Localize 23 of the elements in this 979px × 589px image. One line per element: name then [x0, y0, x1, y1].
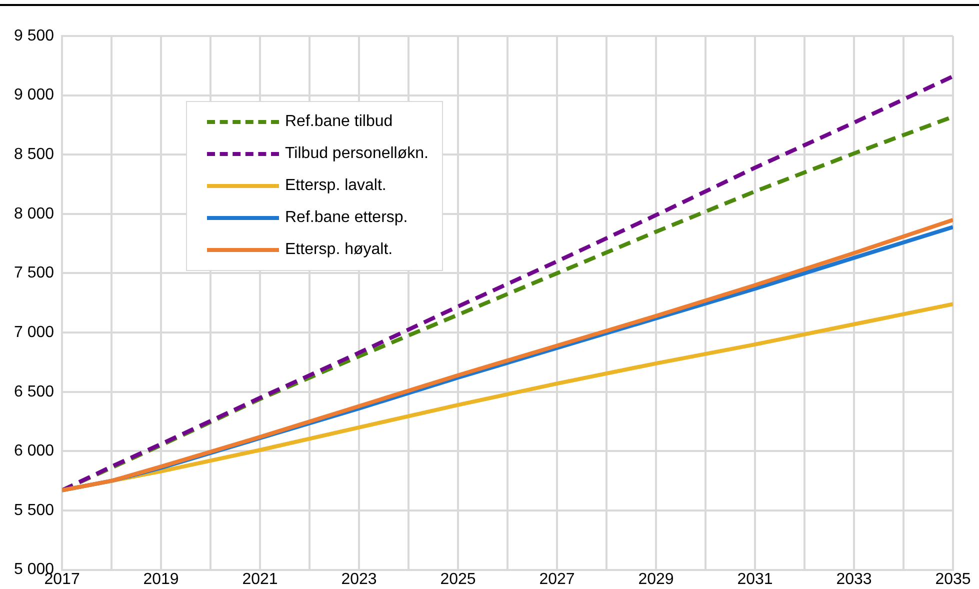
x-tick-label: 2023 — [341, 570, 377, 588]
y-tick-label: 9 000 — [14, 86, 54, 104]
x-tick-label: 2019 — [143, 570, 179, 588]
y-tick-label: 7 500 — [14, 264, 54, 282]
y-tick-label: 6 000 — [14, 442, 54, 460]
legend-label: Ettersp. høyalt. — [285, 241, 393, 259]
x-tick-label: 2021 — [242, 570, 278, 588]
legend-label: Ref.bane ettersp. — [285, 209, 408, 227]
y-tick-label: 9 500 — [14, 27, 54, 44]
x-tick-label: 2025 — [440, 570, 476, 588]
x-tick-label: 2031 — [737, 570, 773, 588]
y-tick-label: 7 000 — [14, 324, 54, 341]
legend-label: Ref.bane tilbud — [285, 113, 393, 131]
y-tick-label: 8 000 — [14, 205, 54, 222]
x-tick-label: 2029 — [638, 570, 674, 588]
y-tick-label: 5 500 — [14, 502, 54, 519]
legend-label: Tilbud personelløkn. — [285, 145, 428, 163]
legend-label: Ettersp. lavalt. — [285, 177, 386, 195]
x-tick-label: 2035 — [935, 570, 971, 588]
y-tick-label: 6 500 — [14, 383, 54, 400]
x-tick-label: 2027 — [539, 570, 575, 588]
x-tick-label: 2033 — [836, 570, 872, 588]
y-tick-label: 8 500 — [14, 146, 54, 164]
